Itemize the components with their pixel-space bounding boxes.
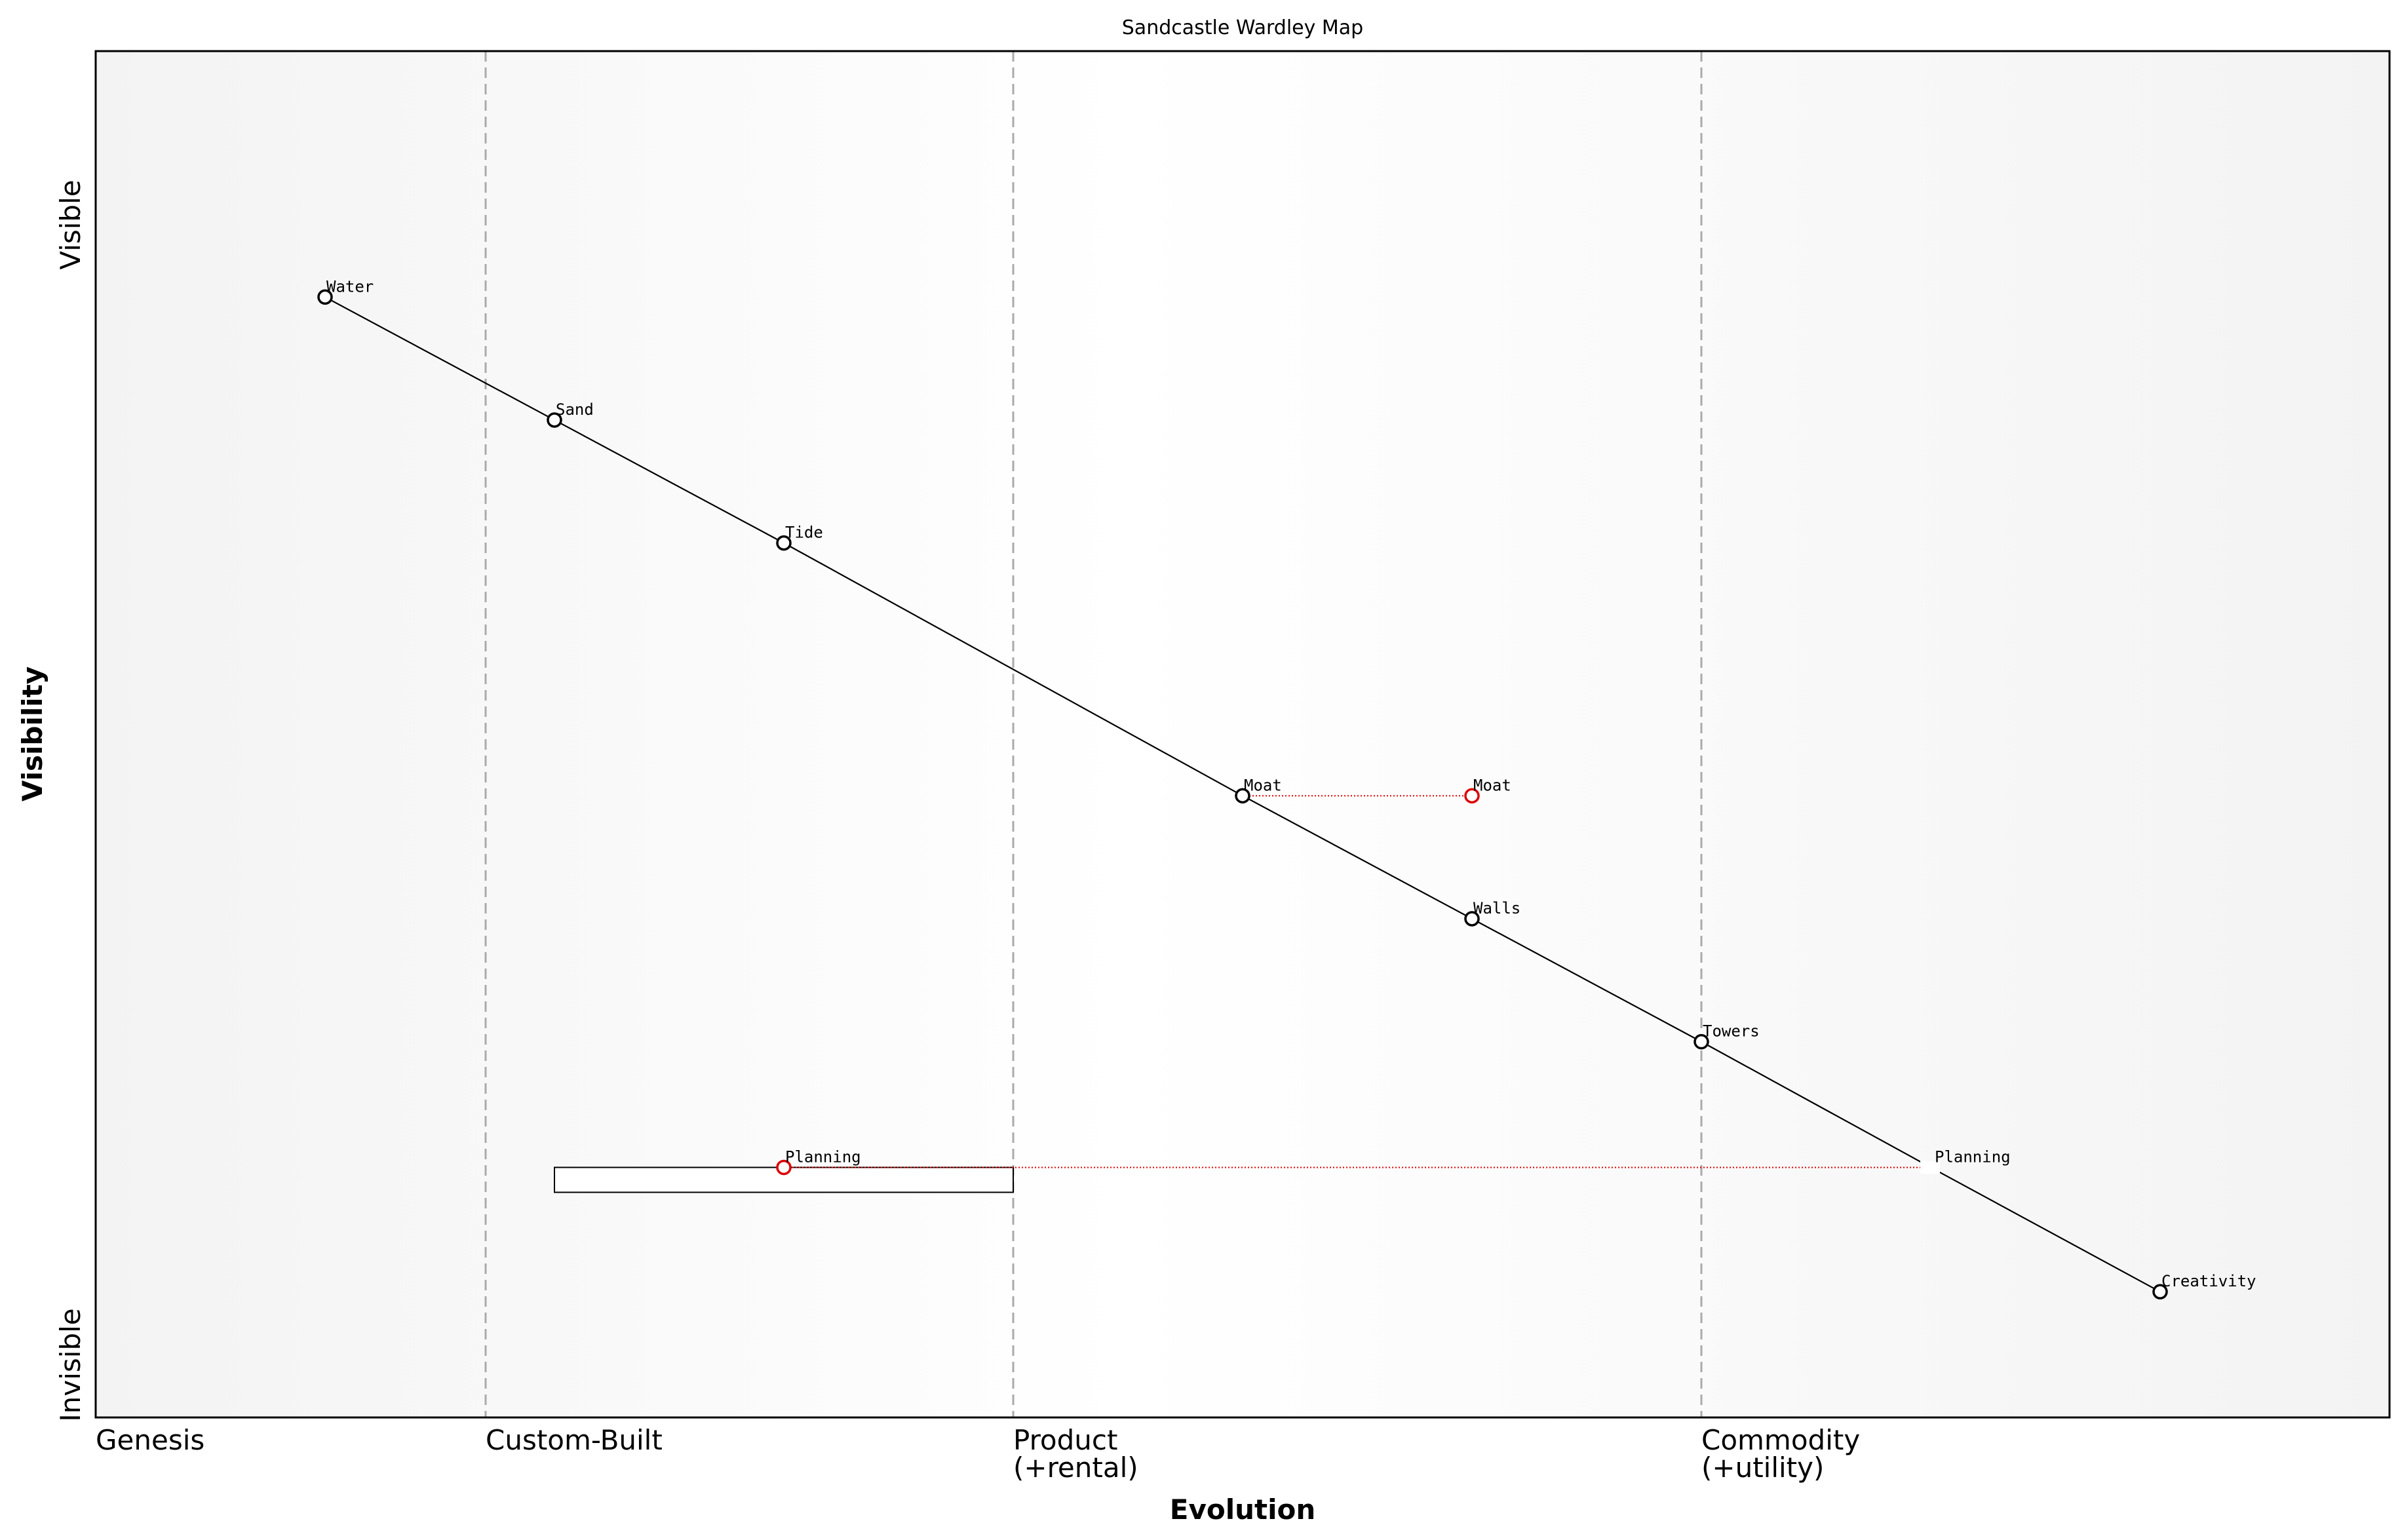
x-axis-label: Evolution: [1170, 1493, 1315, 1526]
stage-label-genesis: Genesis: [96, 1424, 204, 1456]
stage-label-product: Product: [1013, 1424, 1117, 1456]
y-axis-label: Visibility: [16, 666, 48, 801]
visible-label: Visible: [54, 180, 87, 269]
component-label-moat: Moat: [1244, 776, 1282, 794]
component-label-towers: Towers: [1703, 1022, 1760, 1041]
component-label-water: Water: [326, 277, 374, 296]
evolved-marker-moat: [1464, 788, 1480, 804]
invisible-label: Invisible: [54, 1308, 87, 1421]
plot-area: Moat Planning Water Sand Tide Moat Walls Towers…: [94, 50, 2391, 1419]
component-marker-tide: [776, 535, 792, 551]
stage-label-commodity-line-2: (+utility): [1701, 1452, 1824, 1484]
evolution-arrows: [784, 795, 1931, 1168]
component-label-planning: Planning: [1935, 1147, 2011, 1166]
component-label-creativity: Creativity: [2161, 1272, 2256, 1290]
link-moat-walls: [1242, 795, 1473, 919]
component-label-tide: Tide: [785, 524, 823, 542]
evolved-marker-planning: [776, 1159, 792, 1176]
components: Moat Planning Water Sand Tide Moat Walls Towers…: [317, 277, 2256, 1299]
plot-frame: [94, 50, 2391, 1419]
stage-label-product-line-2: (+rental): [1013, 1452, 1138, 1484]
link-water-sand: [324, 296, 555, 421]
plot-background: [96, 51, 2390, 1417]
evolved-label-moat: Moat: [1473, 776, 1511, 794]
component-marker-moat: [1235, 788, 1250, 804]
component-gap-planning: [1920, 1161, 1940, 1174]
link-walls-towers: [1471, 918, 1702, 1043]
component-marker-sand: [547, 412, 562, 428]
component-label-walls: Walls: [1473, 899, 1520, 917]
stage-label-custom-built: Custom-Built: [486, 1424, 663, 1456]
link-planning-creativity: [1930, 1166, 2161, 1293]
link-tide-moat: [783, 542, 1243, 797]
component-marker-water: [317, 289, 333, 305]
map-title: Sandcastle Wardley Map: [1122, 16, 1363, 39]
evolution-stage-labels: Genesis Custom-Built Product(+rental) Commo…: [96, 1424, 1860, 1484]
component-label-sand: Sand: [556, 400, 594, 419]
evolved-label-planning: Planning: [785, 1147, 861, 1166]
component-marker-walls: [1464, 911, 1480, 927]
stage-label-commodity: Commodity: [1701, 1424, 1860, 1456]
link-sand-tide: [554, 419, 784, 544]
component-marker-creativity: [2152, 1284, 2168, 1299]
link-towers-planning: [1701, 1041, 1931, 1168]
component-links: [324, 296, 2161, 1293]
component-marker-towers: [1694, 1033, 1709, 1050]
